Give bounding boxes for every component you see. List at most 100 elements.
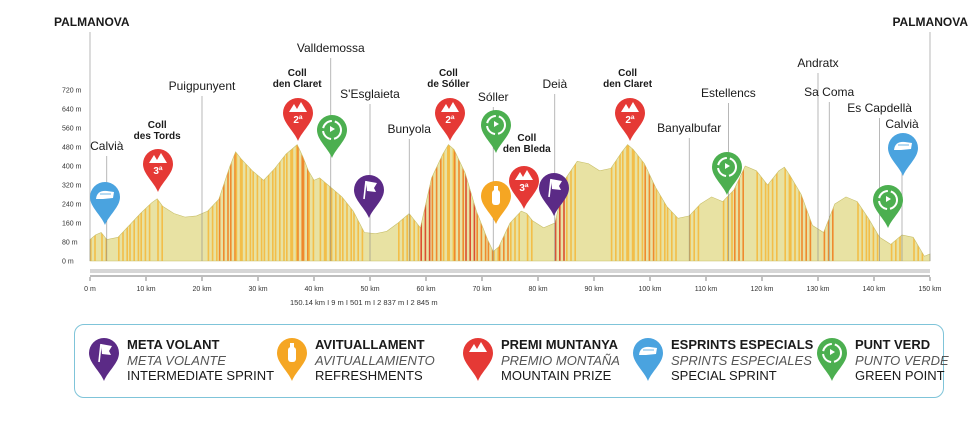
legend-label-es: SPRINTS ESPECIALES [671, 353, 812, 368]
slope-stripe [917, 144, 919, 261]
slope-stripe [788, 144, 791, 261]
slope-stripe [290, 144, 292, 261]
slope-stripe [727, 144, 729, 261]
place-label: PALMANOVA [892, 15, 968, 29]
marker-mountain: 3ª [509, 166, 539, 209]
legend-text: META VOLANT META VOLANTE INTERMEDIATE SPRI… [127, 337, 274, 384]
slope-stripe [452, 144, 455, 261]
slope-stripe [398, 144, 400, 261]
slope-stripe [133, 144, 135, 261]
slope-stripe [776, 144, 778, 261]
axis-group: 0 m 80 m 160 m 240 m 320 m 400 m 480 m 560 m 640… [62, 88, 942, 294]
slope-stripe [659, 144, 662, 261]
slope-stripe [476, 144, 478, 261]
slope-stripe [693, 144, 695, 261]
slope-stripe [234, 144, 236, 261]
mountain-icon [149, 153, 167, 163]
slope-stripe [274, 144, 277, 261]
slope-stripe [497, 144, 499, 261]
slope-stripe [357, 144, 359, 261]
marker-special [89, 181, 121, 225]
x-tick-label: 30 km [248, 286, 267, 293]
place-label: Deià [542, 77, 567, 91]
legend-text: AVITUALLAMENT AVITUALLAMIENTO REFRESHMENTS [315, 337, 435, 384]
slope-stripe [771, 144, 774, 261]
slope-stripe [335, 144, 337, 261]
x-tick-label: 20 km [192, 286, 211, 293]
slope-stripe [760, 144, 763, 261]
slope-stripe [809, 144, 812, 261]
mountain-icon [515, 170, 533, 180]
sprint-flag-icon [96, 190, 114, 199]
slope-stripe [249, 144, 252, 261]
legend-text: PUNT VERD PUNTO VERDE GREEN POINT [855, 337, 949, 384]
slope-stripe [239, 144, 242, 261]
slope-stripe [256, 144, 259, 261]
slope-stripe [402, 144, 404, 261]
slope-stripe [469, 144, 471, 261]
slope-stripe [353, 144, 355, 261]
legend-label-en: GREEN POINT [855, 368, 945, 383]
place-label: Valldemossa [297, 41, 365, 55]
bottle-icon [288, 343, 296, 362]
mountain-icon [469, 342, 487, 352]
mountain-icon [463, 338, 493, 381]
y-tick-label: 400 m [62, 164, 82, 171]
slope-stripe [570, 144, 572, 261]
bottle-icon [277, 338, 307, 381]
mountain-category: 2ª [625, 115, 635, 126]
slope-stripe [302, 144, 305, 261]
slope-stripe [655, 144, 658, 261]
slope-stripe [510, 144, 512, 261]
slope-stripe [216, 144, 218, 261]
climb-label-line1: Coll [148, 120, 167, 131]
markers-group: 3ª 2ª 2ª 3ª 2ª [89, 98, 918, 228]
legend-label-en: SPECIAL SPRINT [671, 368, 777, 383]
slope-stripe [227, 144, 229, 261]
slope-stripe [664, 144, 666, 261]
legend-pin [277, 338, 307, 381]
legend-label-ca: META VOLANT [127, 337, 220, 352]
slope-stripe [241, 144, 243, 261]
place-label: Bunyola [388, 122, 432, 136]
x-tick-label: 140 km [863, 286, 886, 293]
slope-stripe [325, 144, 327, 261]
slope-stripe [462, 144, 464, 261]
x-tick-label: 50 km [360, 286, 379, 293]
slope-stripe [223, 144, 225, 261]
slope-stripe [454, 144, 456, 261]
marker-green [873, 185, 903, 228]
slope-stripe [666, 144, 669, 261]
slope-stripe [480, 144, 483, 261]
legend-label-ca: ESPRINTS ESPECIALS [671, 337, 814, 352]
legend-label-en: REFRESHMENTS [315, 368, 423, 383]
y-tick-label: 480 m [62, 145, 82, 152]
marker-sprint [539, 173, 569, 216]
slope-stripe [346, 144, 348, 261]
slope-stripe [794, 144, 796, 261]
mountain-icon [441, 102, 459, 112]
climb-label-line1: Coll [618, 68, 637, 79]
mountain-category: 2ª [445, 115, 455, 126]
y-tick-label: 240 m [62, 202, 82, 209]
slope-stripe [118, 144, 120, 261]
slope-stripe [329, 144, 331, 261]
elevation-profile-chart: 0 m 80 m 160 m 240 m 320 m 400 m 480 m 560 m 640… [54, 15, 968, 307]
slope-stripe [94, 144, 96, 261]
legend-label-es: AVITUALLAMIENTO [315, 353, 435, 368]
y-tick-label: 320 m [62, 183, 82, 190]
climb-label-line2: de Sóller [427, 79, 469, 90]
flag-icon [548, 178, 562, 198]
y-tick-label: 160 m [62, 221, 82, 228]
slope-stripe [319, 144, 322, 261]
marker-sprint [354, 175, 384, 218]
y-tick-label: 80 m [62, 240, 78, 247]
slope-stripe [637, 144, 639, 261]
place-label: Estellencs [701, 86, 756, 100]
mountain-category: 3ª [519, 183, 529, 194]
slope-stripe [631, 144, 634, 261]
place-label: Es Capdellà [847, 101, 912, 115]
legend-label-ca: AVITUALLAMENT [315, 337, 425, 352]
slope-stripe [245, 144, 247, 261]
marker-green [317, 115, 347, 158]
